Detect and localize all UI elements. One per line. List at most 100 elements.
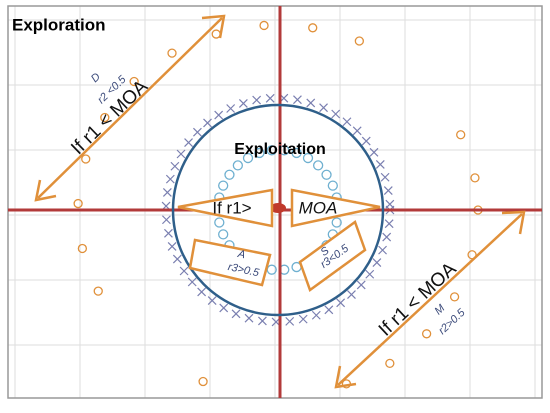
inner-point [232, 160, 244, 171]
x-point [383, 186, 393, 195]
m-label: M [432, 302, 447, 318]
inner-arrows [177, 188, 381, 292]
inner-point [218, 180, 229, 191]
x-point [331, 109, 341, 119]
inner-point [327, 180, 338, 191]
inner-point [291, 147, 302, 159]
x-point [162, 188, 172, 197]
box-a-label: A [236, 248, 247, 261]
x-point [165, 174, 175, 184]
x-point [203, 118, 212, 128]
inner-point [312, 160, 324, 171]
exploration-title: Exploration [12, 15, 106, 34]
x-point [382, 232, 392, 242]
arrow-m [337, 213, 523, 386]
x-point [167, 242, 177, 251]
outer-point [259, 20, 269, 31]
x-point [319, 103, 328, 113]
exploitation-circle [171, 103, 385, 317]
outer-point [449, 292, 460, 302]
outer-point [456, 130, 466, 140]
x-point [187, 277, 197, 287]
grid [8, 6, 542, 398]
x-point [365, 269, 375, 279]
inner-point [214, 217, 225, 228]
x-point [372, 258, 382, 268]
x-point [179, 266, 189, 276]
arrow-m-head1 [334, 365, 357, 389]
outer-point [100, 112, 110, 123]
outer-point [81, 154, 91, 164]
x-point [252, 95, 262, 105]
outer-point [354, 36, 364, 46]
outer-point [73, 198, 83, 209]
x-point [298, 314, 308, 324]
right-arrow-text: MOA [299, 198, 338, 217]
outer-point [93, 286, 103, 296]
arrow-d [37, 17, 223, 199]
x-point [361, 136, 371, 146]
x-point [380, 172, 390, 182]
outer-point [421, 329, 432, 339]
x-point [244, 313, 254, 323]
x-point [172, 254, 182, 264]
x-point [385, 199, 395, 209]
outer-point [167, 48, 177, 58]
x-point [293, 95, 302, 105]
box-s [298, 220, 367, 292]
outer-point [470, 173, 480, 183]
arrow-d-head1 [34, 179, 57, 202]
x-point [164, 228, 173, 238]
x-point [176, 149, 186, 159]
inner-point [302, 152, 314, 164]
right-arrow [290, 188, 381, 228]
x-point [226, 104, 236, 113]
d-label: D [89, 71, 103, 85]
x-point [384, 219, 394, 229]
x-point [170, 161, 180, 171]
inner-point [254, 147, 265, 159]
outer-point [77, 243, 88, 254]
frame [7, 5, 543, 399]
x-point [184, 138, 193, 148]
x-point [231, 309, 241, 319]
x-point [214, 110, 224, 120]
x-point [375, 160, 385, 169]
x-point [265, 93, 275, 103]
x-point [193, 127, 202, 137]
x-point [336, 298, 346, 308]
inner-point [218, 229, 229, 240]
outer-point [385, 358, 395, 369]
x-point [342, 117, 352, 127]
outer-arrows [34, 14, 526, 389]
x-point [238, 99, 248, 108]
outer-point [198, 376, 208, 387]
x-point [197, 287, 207, 297]
arrow-d-head2 [201, 14, 226, 39]
x-point [311, 310, 321, 320]
inner-point [242, 152, 254, 164]
x-point [347, 290, 356, 299]
inner-point [331, 217, 342, 228]
x-point [207, 296, 217, 306]
x-point [324, 305, 334, 315]
x-point [306, 98, 316, 108]
x-point [352, 126, 362, 136]
target [270, 203, 286, 213]
x-point [378, 245, 387, 255]
x-point [162, 215, 171, 225]
arrow-m-head2 [501, 210, 526, 235]
outer-point [308, 23, 318, 33]
left-arrow-text: If r1> [212, 198, 251, 217]
x-point [257, 316, 267, 326]
inner-point [321, 169, 332, 180]
x-point [356, 280, 366, 290]
inner-point [224, 169, 235, 180]
inner-point [266, 145, 277, 156]
x-point [219, 303, 229, 313]
x-point [369, 147, 379, 157]
x-point [285, 316, 295, 326]
exploitation-title: Exploitation [234, 141, 326, 158]
left-arrow [177, 188, 274, 228]
